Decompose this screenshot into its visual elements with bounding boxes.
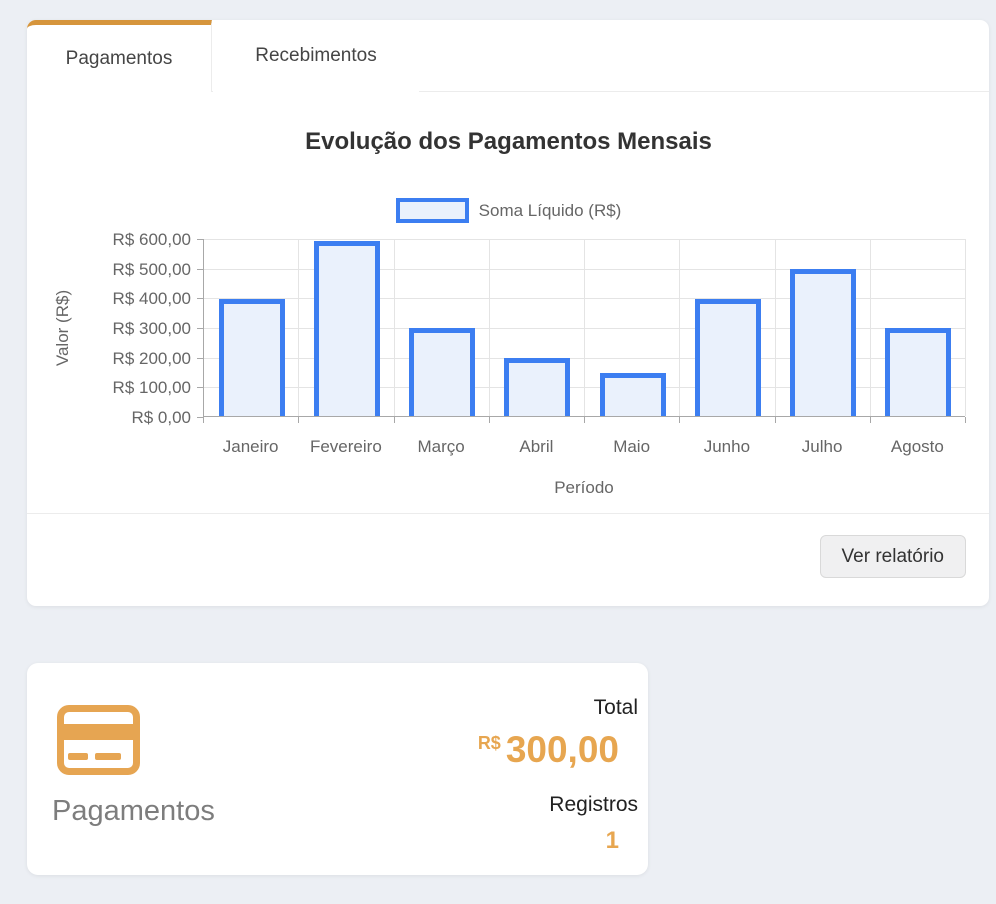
- x-tick-label: Fevereiro: [309, 437, 382, 456]
- credit-card-dash: [68, 753, 88, 760]
- bar-agosto: [885, 328, 952, 416]
- plot-area: [197, 239, 966, 423]
- tab-recebimentos-label: Recebimentos: [255, 45, 377, 66]
- y-tick-label: R$ 0,00: [131, 408, 191, 427]
- x-axis-tick: [774, 417, 776, 423]
- gridline-vertical: [869, 239, 871, 416]
- tab-strip-divider: [212, 91, 989, 92]
- x-tick-label: Junho: [703, 437, 751, 456]
- y-axis-tick: [197, 298, 203, 300]
- total-amount: 300,00: [505, 729, 619, 770]
- x-axis-tick: [393, 417, 395, 423]
- credit-card-icon: [57, 705, 140, 775]
- chart-legend[interactable]: Soma Líquido (R$): [52, 198, 965, 223]
- bar-fevereiro: [313, 241, 380, 416]
- bar-julho: [790, 269, 857, 416]
- x-axis-tick: [679, 417, 681, 423]
- y-axis-title: Valor (R$): [53, 289, 72, 367]
- bar-janeiro: [218, 299, 285, 416]
- x-tick-label: Abril: [519, 437, 554, 456]
- x-axis-tick: [965, 417, 966, 423]
- y-axis-tick: [197, 328, 203, 329]
- gridline-vertical: [965, 239, 966, 416]
- tab-pagamentos-label: Pagamentos: [65, 47, 173, 69]
- tab-recebimentos[interactable]: Recebimentos: [213, 20, 419, 92]
- gridline-vertical: [393, 239, 395, 416]
- bar-maio: [599, 373, 666, 416]
- currency-symbol: R$: [477, 733, 501, 753]
- gridline-vertical: [298, 239, 300, 416]
- credit-card-stripe: [64, 724, 133, 740]
- x-tick-label: Maio: [613, 437, 651, 456]
- x-axis-tick: [869, 417, 871, 423]
- x-tick-label: Agosto: [890, 437, 944, 456]
- y-tick-label: R$ 100,00: [112, 378, 191, 398]
- card-footer: Ver relatório: [27, 513, 989, 606]
- legend-label: Soma Líquido (R$): [478, 200, 622, 220]
- x-tick-label: Março: [417, 437, 465, 456]
- x-axis-tick: [203, 417, 204, 423]
- y-tick-label: R$ 500,00: [112, 259, 191, 279]
- x-tick-label: Janeiro: [222, 437, 279, 456]
- x-axis-tick: [584, 417, 585, 423]
- registros-label: Registros: [549, 793, 638, 816]
- gridline-vertical: [584, 239, 585, 416]
- bar-junho: [694, 299, 761, 416]
- tab-pagamentos[interactable]: Pagamentos: [27, 20, 212, 92]
- x-axis-title: Período: [554, 478, 614, 497]
- y-axis-tick: [197, 268, 203, 270]
- x-axis-tick: [298, 417, 300, 423]
- gridline-vertical: [774, 239, 776, 416]
- x-axis-tick: [488, 417, 490, 423]
- bar-março: [409, 328, 476, 416]
- ver-relatorio-button[interactable]: Ver relatório: [819, 535, 966, 578]
- x-tick-label: Julho: [801, 437, 843, 456]
- payments-chart-card: Pagamentos Recebimentos Evolução dos Pag…: [27, 20, 989, 606]
- y-tick-label: R$ 200,00: [112, 348, 191, 368]
- y-tick-label: R$ 400,00: [112, 289, 191, 309]
- y-axis-tick: [197, 357, 203, 359]
- total-label: Total: [593, 696, 638, 719]
- legend-swatch-icon: [395, 198, 469, 223]
- bar-abril: [504, 358, 571, 416]
- registros-value: 1: [605, 827, 619, 854]
- y-tick-label: R$ 600,00: [112, 230, 191, 249]
- summary-title: Pagamentos: [52, 795, 215, 827]
- credit-card-dash: [95, 753, 121, 760]
- total-value: R$ 300,00: [478, 729, 619, 771]
- y-axis-tick: [197, 417, 203, 418]
- chart-title: Evolução dos Pagamentos Mensais: [305, 128, 712, 155]
- payments-summary-card: Pagamentos Total R$ 300,00 Registros 1: [27, 663, 648, 875]
- y-axis-tick: [197, 239, 203, 240]
- y-axis-tick: [197, 387, 203, 389]
- y-tick-label: R$ 300,00: [112, 319, 191, 338]
- gridline-vertical: [679, 239, 681, 416]
- gridline-vertical: [488, 239, 490, 416]
